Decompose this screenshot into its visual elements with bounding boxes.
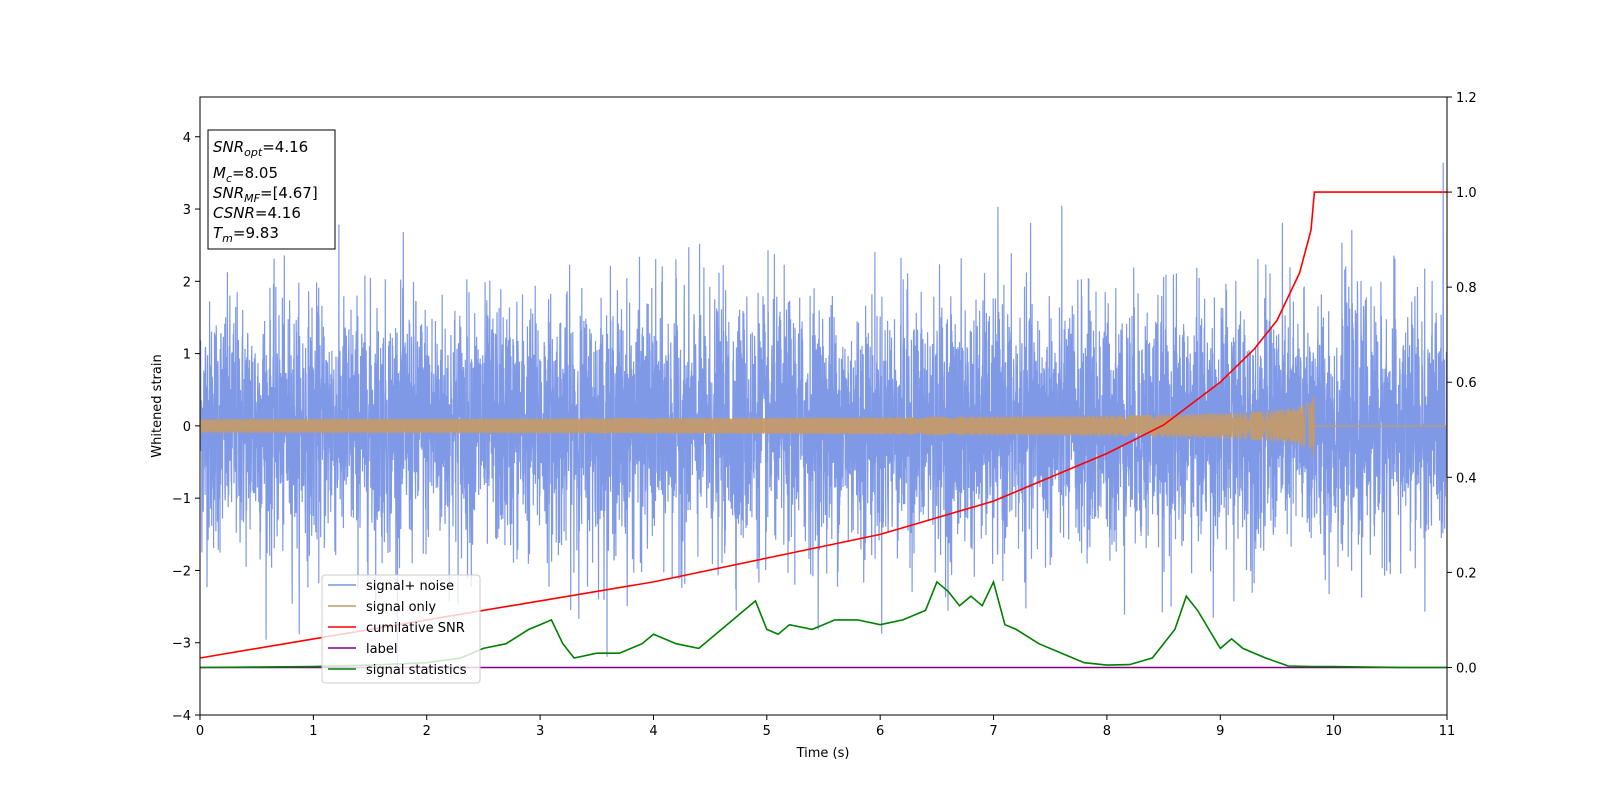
x-tick-label: 7 [989, 724, 997, 739]
x-tick-label: 5 [763, 724, 771, 739]
series-signal-only [200, 397, 1447, 456]
x-axis-ticks: 0 1 2 3 4 5 6 7 8 9 10 11 [196, 715, 1455, 739]
y-tick-label: −1 [172, 492, 191, 507]
x-tick-label: 11 [1439, 724, 1456, 739]
x-axis-label: Time (s) [796, 746, 850, 761]
y-tick-label: 3 [183, 203, 191, 218]
y-right-tick-label: 0.2 [1456, 566, 1477, 581]
x-tick-label: 2 [423, 724, 431, 739]
y-right-tick-label: 0.8 [1456, 281, 1477, 296]
y-tick-label: 2 [183, 275, 191, 290]
y-tick-label: −4 [172, 709, 191, 724]
legend-label-signal-noise: signal+ noise [366, 579, 454, 594]
annotation-csnr: CSNR=4.16 [213, 204, 301, 222]
legend-label-label: label [366, 642, 397, 657]
y-right-tick-label: 0.4 [1456, 471, 1477, 486]
legend: signal+ noise signal only cumilative SNR… [321, 574, 481, 684]
series-signal-noise [200, 162, 1447, 673]
annotation-snr-mf: SNRMF=[4.67] [213, 184, 318, 205]
y-tick-label: −2 [172, 564, 191, 579]
y-right-tick-label: 0.0 [1456, 661, 1477, 676]
y-tick-label: −3 [172, 637, 191, 652]
y-tick-label: 4 [183, 131, 191, 146]
x-tick-label: 10 [1325, 724, 1342, 739]
x-tick-label: 1 [309, 724, 317, 739]
x-tick-label: 9 [1216, 724, 1224, 739]
x-tick-label: 4 [649, 724, 657, 739]
series-signal-statistics [200, 579, 1447, 669]
plot-frame [199, 96, 1448, 716]
x-tick-label: 0 [196, 724, 204, 739]
series-cumulative-snr [200, 191, 1447, 659]
y-right-tick-label: 0.6 [1456, 376, 1477, 391]
x-tick-label: 6 [876, 724, 884, 739]
annotation-merger-time: Tm=9.83 [213, 224, 279, 245]
legend-label-cumulative-snr: cumilative SNR [366, 621, 465, 636]
legend-label-signal-statistics: signal statistics [366, 663, 467, 678]
annotation-snr-opt: SNRopt=4.16 [213, 138, 308, 159]
y-right-axis-ticks: 0.0 0.2 0.4 0.6 0.8 1.0 1.2 [1447, 91, 1477, 676]
y-axis-label: Whitened strain [150, 354, 165, 457]
annotation-box: SNRopt=4.16 Mc=8.05 SNRMF=[4.67] CSNR=4.… [207, 129, 336, 250]
y-tick-label: 0 [183, 420, 191, 435]
annotation-chirp-mass: Mc=8.05 [213, 164, 278, 185]
legend-label-signal-only: signal only [366, 600, 436, 615]
y-right-tick-label: 1.2 [1456, 91, 1477, 106]
y-right-tick-label: 1.0 [1456, 186, 1477, 201]
y-tick-label: 1 [183, 348, 191, 363]
x-tick-label: 8 [1103, 724, 1111, 739]
x-tick-label: 3 [536, 724, 544, 739]
y-axis-ticks: −4 −3 −2 −1 0 1 2 3 4 [172, 131, 200, 724]
